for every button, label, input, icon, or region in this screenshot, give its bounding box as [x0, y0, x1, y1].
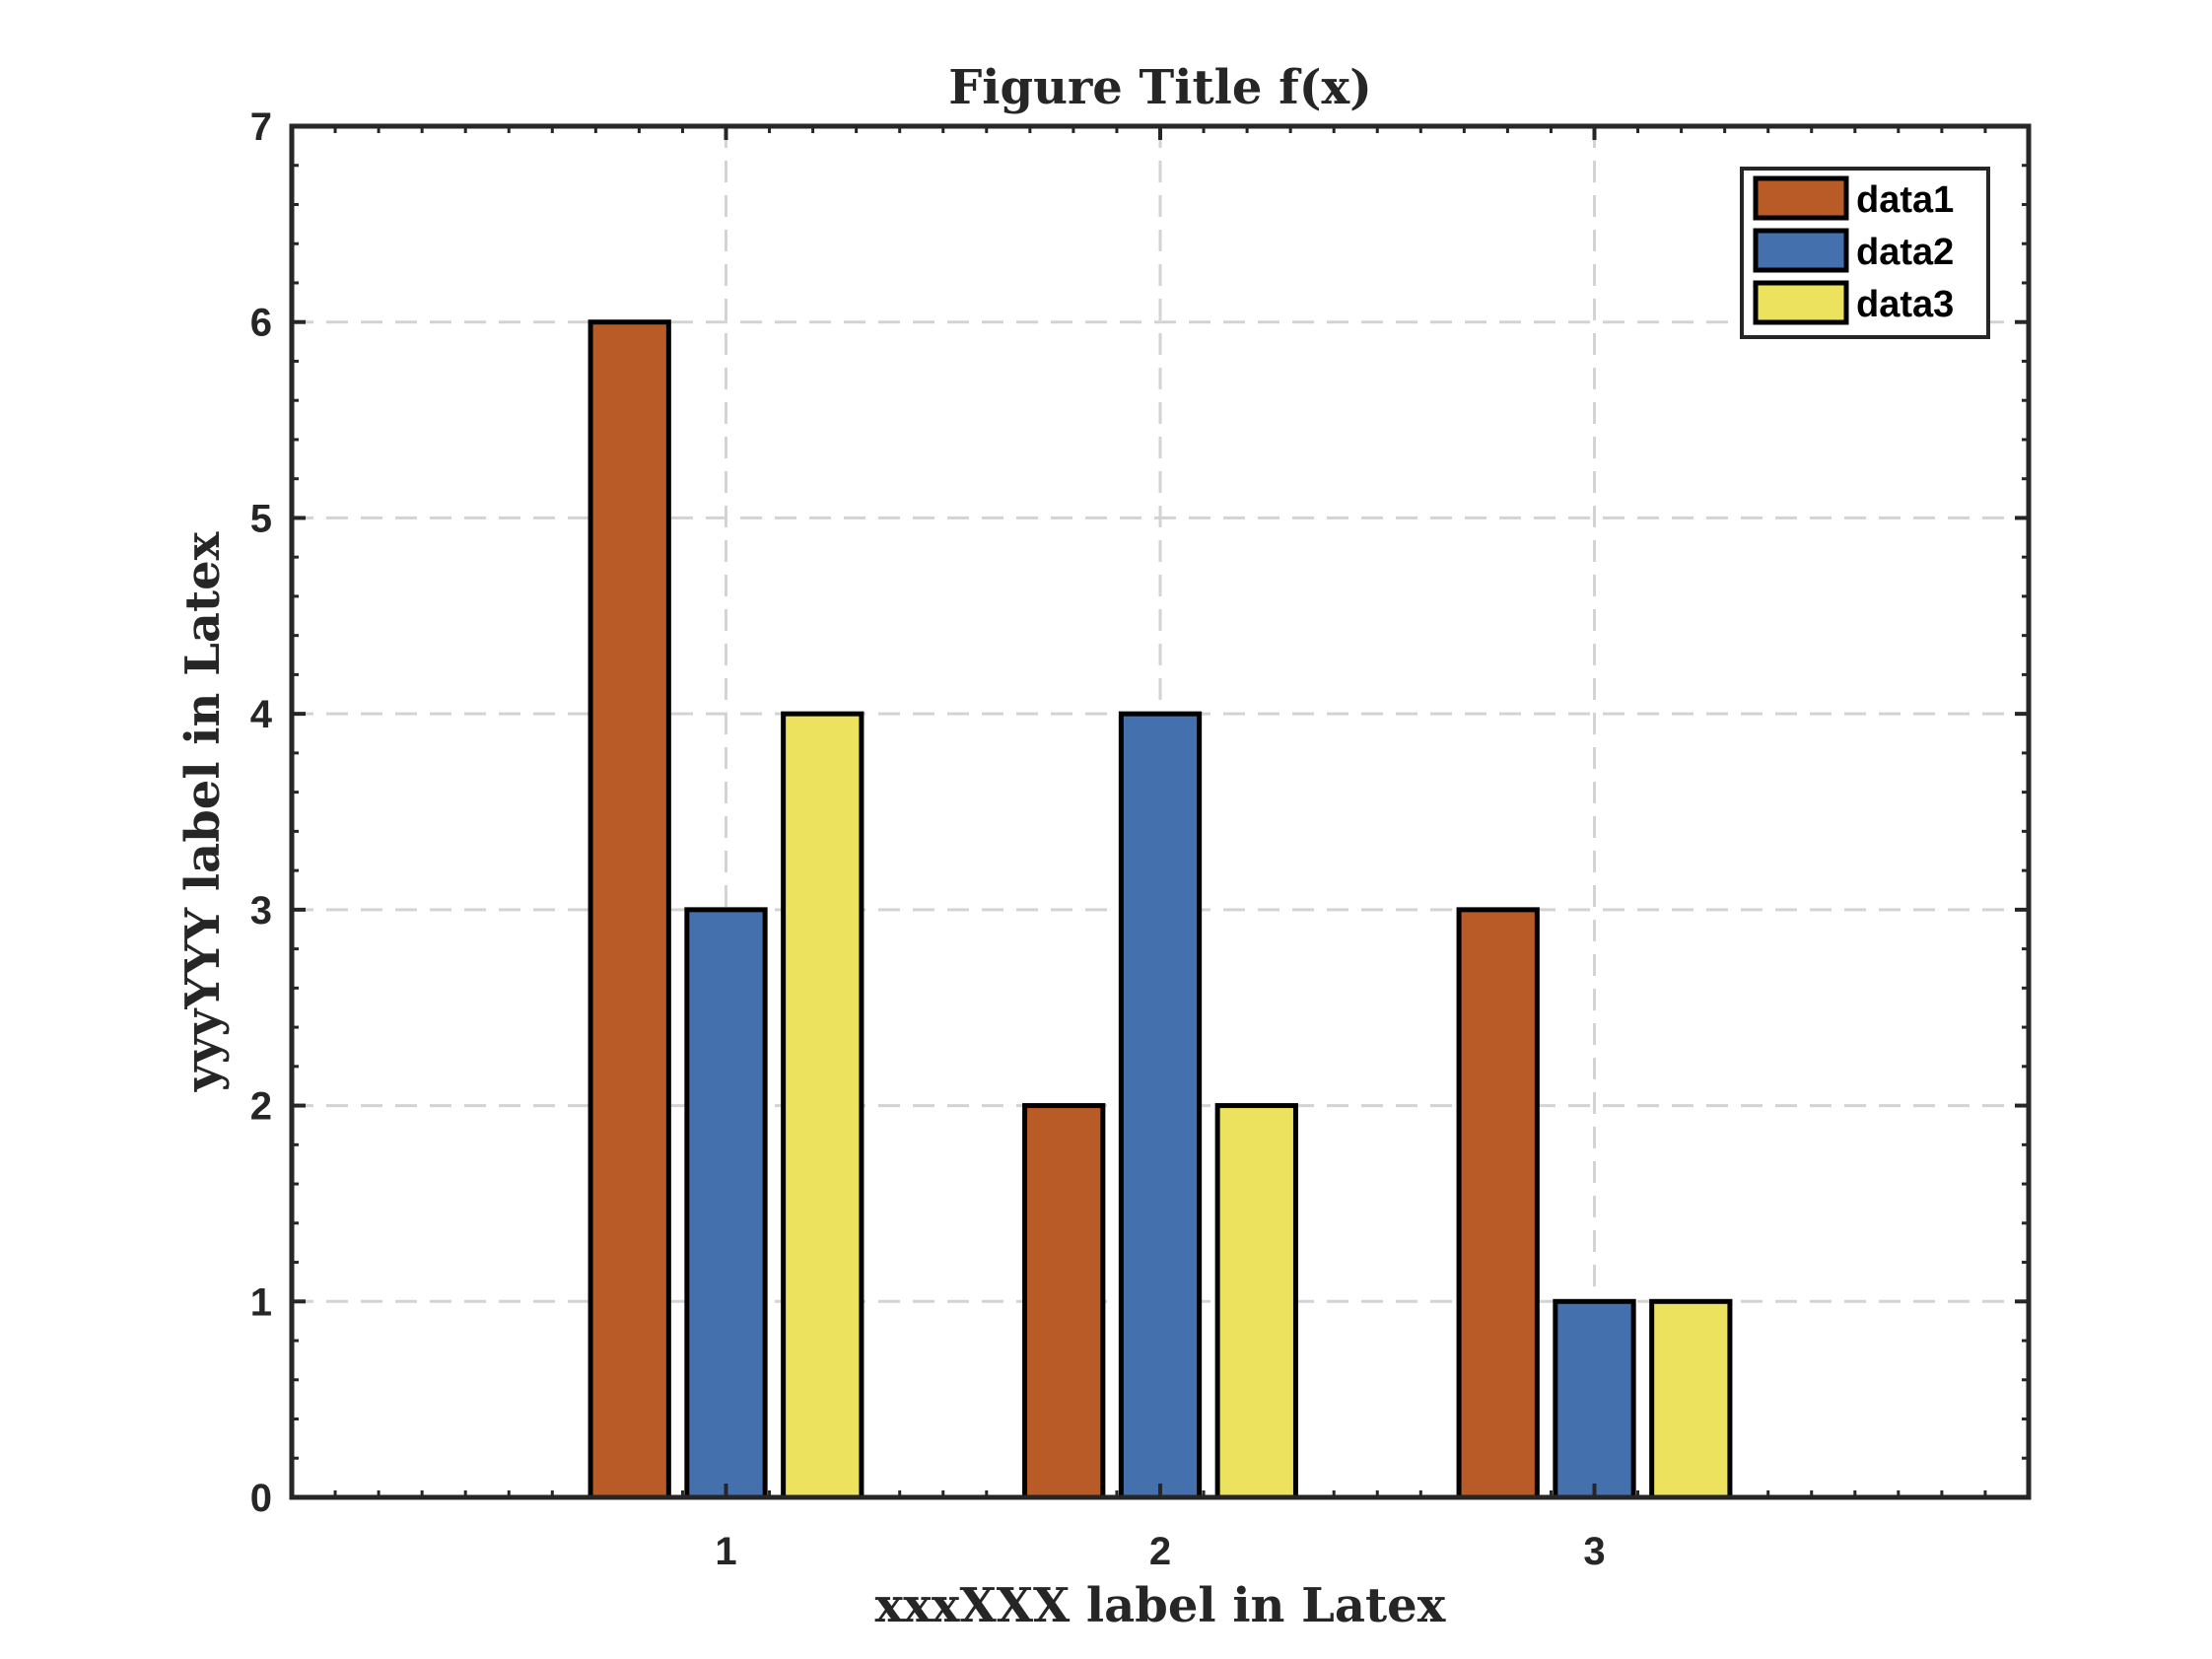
x-tick-labels: 1 2 3: [715, 1530, 1605, 1573]
y-tick-label: 3: [250, 889, 272, 933]
legend-swatch-data3: [1753, 280, 1849, 325]
major-ticks: [292, 124, 2029, 1499]
y-axis-label: yyyYYY label in Latex: [175, 531, 231, 1092]
y-tick-label: 5: [250, 497, 272, 540]
y-tick-label: 0: [250, 1477, 272, 1520]
bar-data1-1: [588, 319, 671, 1500]
bar-data3-3: [1649, 1298, 1733, 1500]
y-tick-label: 2: [250, 1085, 272, 1129]
bar-data2-1: [684, 907, 768, 1500]
y-tick-label: 1: [250, 1280, 272, 1324]
x-axis-label: xxxXXX label in Latex: [875, 1578, 1446, 1633]
y-tick-labels: 0 1 2 3 4 5 6 7: [250, 105, 273, 1520]
legend-swatch-data1: [1753, 175, 1849, 221]
legend: data1 data2 data3: [1740, 167, 1990, 339]
bar-data1-3: [1456, 907, 1540, 1500]
legend-label-data1: data1: [1856, 179, 1954, 221]
x-tick-label: 1: [715, 1530, 736, 1573]
bar-data3-1: [781, 711, 864, 1500]
chart-title: Figure Title f(x): [948, 60, 1372, 115]
legend-label-data3: data3: [1856, 284, 1954, 325]
bar-data1-2: [1022, 1103, 1106, 1500]
y-tick-label: 4: [250, 693, 273, 736]
bar-data2-2: [1118, 711, 1203, 1500]
bars: [588, 319, 1733, 1500]
legend-label-data2: data2: [1856, 232, 1954, 273]
bar-data2-3: [1553, 1298, 1636, 1500]
y-tick-label: 6: [250, 302, 272, 345]
bar-data3-2: [1214, 1103, 1298, 1500]
legend-swatch-data2: [1753, 228, 1849, 273]
x-tick-label: 2: [1149, 1530, 1171, 1573]
y-tick-label: 7: [250, 105, 272, 149]
x-tick-label: 3: [1583, 1530, 1605, 1573]
